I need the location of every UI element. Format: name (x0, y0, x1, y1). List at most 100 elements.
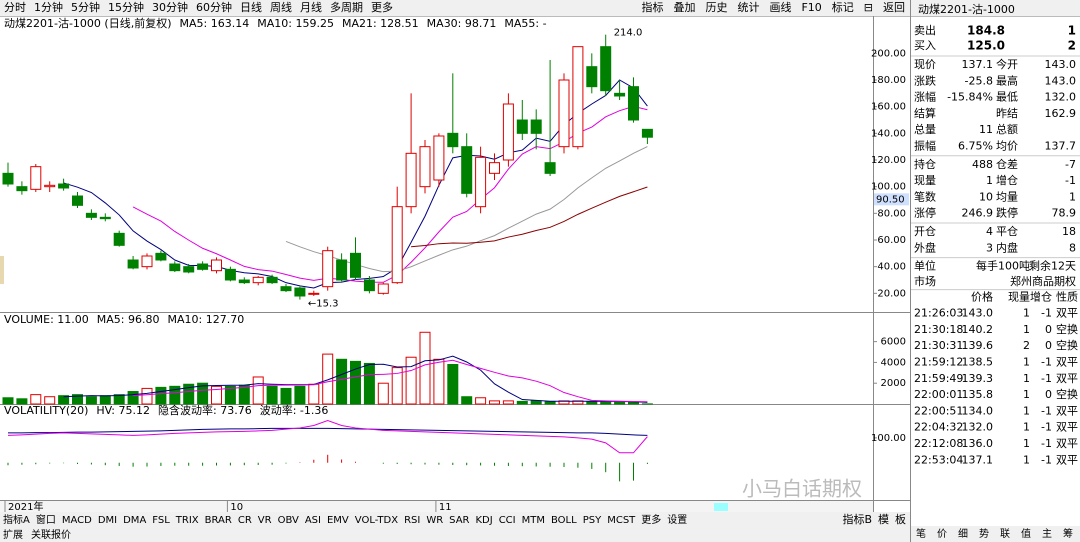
candle-body (280, 286, 292, 292)
toolbar-item[interactable]: 返回 (883, 1, 905, 14)
indicator-tab[interactable]: EMV (327, 515, 349, 526)
indicator-tab[interactable]: FSL (152, 515, 170, 526)
toolbar-item[interactable]: 60分钟 (196, 0, 232, 14)
quote-value: 1 (986, 174, 993, 187)
toolbar-item[interactable]: 指标 (641, 0, 663, 14)
toolbar-item[interactable]: 标记 (832, 0, 854, 14)
indicator-tab[interactable]: KDJ (475, 515, 492, 526)
candle-body (72, 195, 83, 206)
indicator-tab[interactable]: VR (258, 515, 272, 526)
candle-body (141, 255, 153, 268)
toolbar-item[interactable]: 分时 (4, 1, 26, 14)
indicator-tab[interactable]: BRAR (205, 515, 232, 526)
indicator-tab[interactable]: MCST (607, 515, 636, 526)
candle-body (530, 119, 542, 134)
quote-label: 昨结 (996, 107, 1018, 120)
panel-tab[interactable]: 主 (1042, 528, 1052, 540)
indicator-tab[interactable]: 板 (895, 512, 906, 526)
panel-tab[interactable]: 细 (958, 527, 968, 540)
candle-body (266, 276, 278, 284)
toolbar-item[interactable]: 统计 (737, 1, 759, 14)
indicator-tab[interactable]: 更多 (641, 513, 661, 526)
panel-tab[interactable]: 笔 (916, 527, 926, 540)
indicator-tab[interactable]: 窗口 (36, 513, 56, 526)
trade-change: 0 (1045, 323, 1052, 336)
iv-line (7, 419, 648, 454)
volume-bar (586, 401, 598, 405)
indicator-tab[interactable]: PSY (583, 515, 602, 526)
bottom-tab[interactable]: 扩展 (3, 528, 23, 541)
trade-change: 0 (1045, 388, 1052, 401)
toolbar-item[interactable]: ⊟ (864, 1, 873, 14)
candle-body (252, 276, 264, 284)
indicator-tab[interactable]: CR (238, 515, 252, 526)
toolbar-item[interactable]: 更多 (371, 0, 393, 14)
indicator-tab[interactable]: DMI (98, 515, 117, 526)
toolbar-item[interactable]: 月线 (300, 0, 322, 14)
indicator-tab[interactable]: MACD (62, 515, 92, 526)
toolbar-item[interactable]: 日线 (240, 0, 262, 14)
panel-tab[interactable]: 筹 (1063, 527, 1073, 540)
volume-bar (363, 362, 375, 405)
volume-bar (72, 394, 83, 405)
scroll-thumb[interactable] (714, 503, 728, 511)
legend-item: MA10: 159.25 (257, 17, 334, 30)
indicator-tab[interactable]: 指标B (842, 512, 872, 526)
volume-bar (336, 358, 348, 405)
indicator-tab[interactable]: WR (426, 515, 443, 526)
bottom-tab[interactable]: 关联报价 (31, 528, 71, 541)
quote-label: 开仓 (914, 224, 936, 238)
quote-value: 137.1 (962, 58, 994, 71)
indicator-tab[interactable]: RSI (404, 515, 420, 526)
volume-bar (405, 356, 417, 405)
trade-time: 21:30:31 (914, 339, 963, 352)
quote-label: 外盘 (914, 240, 936, 254)
indicator-tab[interactable]: TRIX (175, 515, 199, 526)
indicator-tab[interactable]: CCI (499, 515, 516, 526)
indicator-tab[interactable]: DMA (123, 515, 146, 526)
y-tick-label: 180.00 (871, 75, 906, 86)
y-tick-label: 60.00 (877, 235, 906, 246)
panel-tab[interactable]: 值 (1021, 527, 1031, 540)
indicator-tab[interactable]: 设置 (667, 514, 687, 526)
tabs-bg (0, 512, 910, 542)
toolbar-item[interactable]: 5分钟 (71, 0, 100, 14)
indicator-tab[interactable]: 指标A (3, 513, 30, 526)
candle-body (558, 79, 570, 148)
toolbar-item[interactable]: 1分钟 (34, 0, 63, 14)
indicator-tab[interactable]: BOLL (551, 515, 577, 526)
indicator-tab[interactable]: 模 (878, 513, 889, 526)
quote-value: -1 (1065, 174, 1076, 187)
indicator-tab[interactable]: ASI (305, 515, 321, 526)
toolbar-item[interactable]: 历史 (705, 1, 727, 14)
quote-value: 18 (1062, 225, 1076, 238)
panel-tab[interactable]: 联 (1000, 528, 1010, 540)
panel-tab[interactable]: 势 (979, 527, 989, 540)
annotation: ←15.3 (308, 299, 339, 310)
trade-header: 增仓 (1030, 290, 1052, 304)
toolbar-item[interactable]: 多周期 (330, 0, 363, 14)
toolbar-item[interactable]: 周线 (270, 0, 292, 14)
volume-bar (391, 367, 403, 405)
trade-header: 价格 (971, 290, 993, 304)
indicator-tab[interactable]: SAR (449, 515, 469, 526)
quote-label: 持仓 (914, 157, 936, 171)
indicator-tab[interactable]: OBV (278, 515, 299, 526)
indicator-tab[interactable]: VOL-TDX (355, 515, 398, 526)
candle-body (641, 128, 653, 138)
toolbar-item[interactable]: F10 (801, 1, 821, 14)
indicator-tab[interactable]: MTM (522, 515, 545, 526)
candle-body (308, 292, 320, 295)
toolbar-item[interactable]: 15分钟 (108, 0, 144, 14)
panel-tab[interactable]: 价 (937, 528, 947, 540)
toolbar-item[interactable]: 叠加 (673, 1, 695, 14)
quote-label: 涨幅 (914, 91, 936, 104)
quote-label: 结算 (914, 106, 936, 120)
legend-item: MA21: 128.51 (342, 17, 419, 30)
trade-volume: 1 (1023, 404, 1030, 417)
toolbar-item[interactable]: 画线 (769, 0, 791, 14)
toolbar-item[interactable]: 30分钟 (152, 0, 188, 14)
info-value: 每手100吨 (976, 259, 1030, 273)
watermark: 小马白话期权 (742, 477, 862, 501)
trade-change: 0 (1045, 339, 1052, 352)
